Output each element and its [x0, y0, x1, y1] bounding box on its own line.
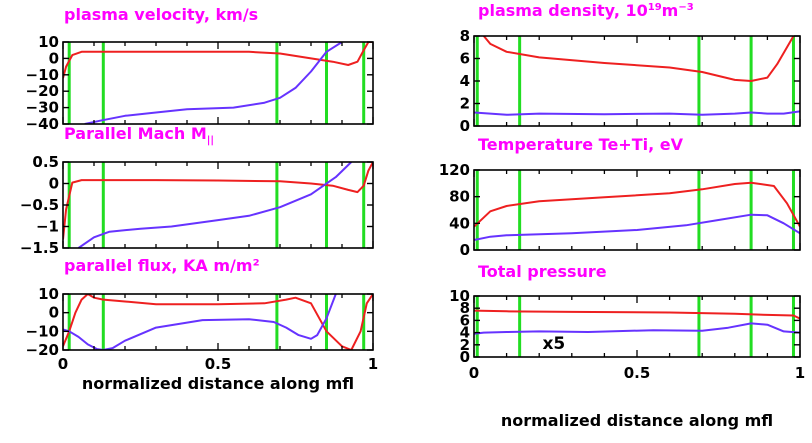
- y-tick-label: 6: [460, 311, 470, 329]
- series-line-1: [474, 322, 800, 335]
- y-tick-label: 2: [460, 336, 470, 354]
- x-axis-label: normalized distance along mfl: [82, 374, 354, 393]
- chart-title: parallel flux, KA m/m²: [64, 256, 260, 275]
- y-tick-label: 6: [460, 50, 470, 68]
- y-tick-label: 10: [38, 33, 59, 51]
- y-tick-label: 4: [460, 324, 470, 342]
- y-tick-label: 2: [460, 95, 470, 113]
- title-unit: m: [662, 1, 679, 20]
- y-tick-label: −10: [26, 322, 59, 340]
- series-line-0: [474, 309, 800, 320]
- y-tick-label: −20: [26, 82, 59, 100]
- title-unit-exponent: −3: [678, 2, 693, 13]
- y-tick-label: −30: [26, 99, 59, 117]
- x-tick-label: 0: [58, 355, 68, 373]
- y-tick-label: −40: [26, 115, 59, 133]
- x-tick-label: 1: [368, 355, 378, 373]
- y-tick-label: 120: [439, 161, 470, 179]
- series-line-1: [63, 294, 337, 350]
- chart-title: plasma density, 1019m−3: [478, 1, 694, 20]
- chart-title: Parallel Mach M||: [64, 124, 214, 146]
- y-tick-label: 40: [449, 214, 470, 232]
- chart-title: Total pressure: [478, 262, 607, 281]
- y-tick-label: 80: [449, 188, 470, 206]
- x-axis-label: normalized distance along mfl: [501, 411, 773, 430]
- scale-annotation: x5: [542, 334, 565, 354]
- y-tick-label: 0: [49, 304, 59, 322]
- y-tick-label: −1.5: [20, 239, 59, 257]
- y-tick-label: 0.5: [32, 153, 59, 171]
- y-tick-label: 0: [460, 241, 470, 259]
- series-line-1: [77, 162, 352, 248]
- panel-4: Temperature Te+Ti, eV 120 80 40 0: [439, 135, 801, 259]
- panel-3: plasma density, 1019m−3 8 6 4 2 0: [460, 1, 801, 135]
- series-line-0: [63, 162, 373, 240]
- series-line-1: [474, 213, 800, 241]
- chart-title: Temperature Te+Ti, eV: [478, 135, 684, 154]
- y-tick-label: 8: [460, 27, 470, 45]
- series-line-0: [474, 181, 800, 228]
- y-tick-label: 4: [460, 72, 470, 90]
- y-tick-label: 8: [460, 299, 470, 317]
- y-tick-label: −0.5: [20, 196, 59, 214]
- y-tick-label: 0: [49, 175, 59, 193]
- y-tick-label: −1: [36, 218, 59, 236]
- y-tick-label: 0: [49, 49, 59, 67]
- panel-1: Parallel Mach M|| 0.5 0 −0.5 −1 −1.5: [20, 124, 374, 257]
- title-subscript: ||: [207, 135, 214, 146]
- y-tick-label: −20: [26, 341, 59, 359]
- chart-title: plasma velocity, km/s: [64, 5, 258, 24]
- x-tick-label: 0: [469, 364, 479, 382]
- panel-0: plasma velocity, km/s 100−10−20−30−40: [26, 5, 374, 133]
- y-tick-label: 0: [460, 348, 470, 366]
- series-line-0: [483, 36, 795, 82]
- series-line-0: [63, 42, 373, 79]
- x-tick-label: 0.5: [624, 364, 651, 382]
- title-superscript: 19: [648, 2, 662, 13]
- y-tick-label: −10: [26, 66, 59, 84]
- y-tick-label: 0: [460, 117, 470, 135]
- series-line-1: [84, 42, 343, 124]
- x-tick-label: 0.5: [205, 355, 232, 373]
- y-tick-label: 10: [449, 287, 470, 305]
- x-tick-label: 1: [795, 364, 805, 382]
- series-line-1: [474, 110, 800, 116]
- y-tick-label: 10: [38, 285, 59, 303]
